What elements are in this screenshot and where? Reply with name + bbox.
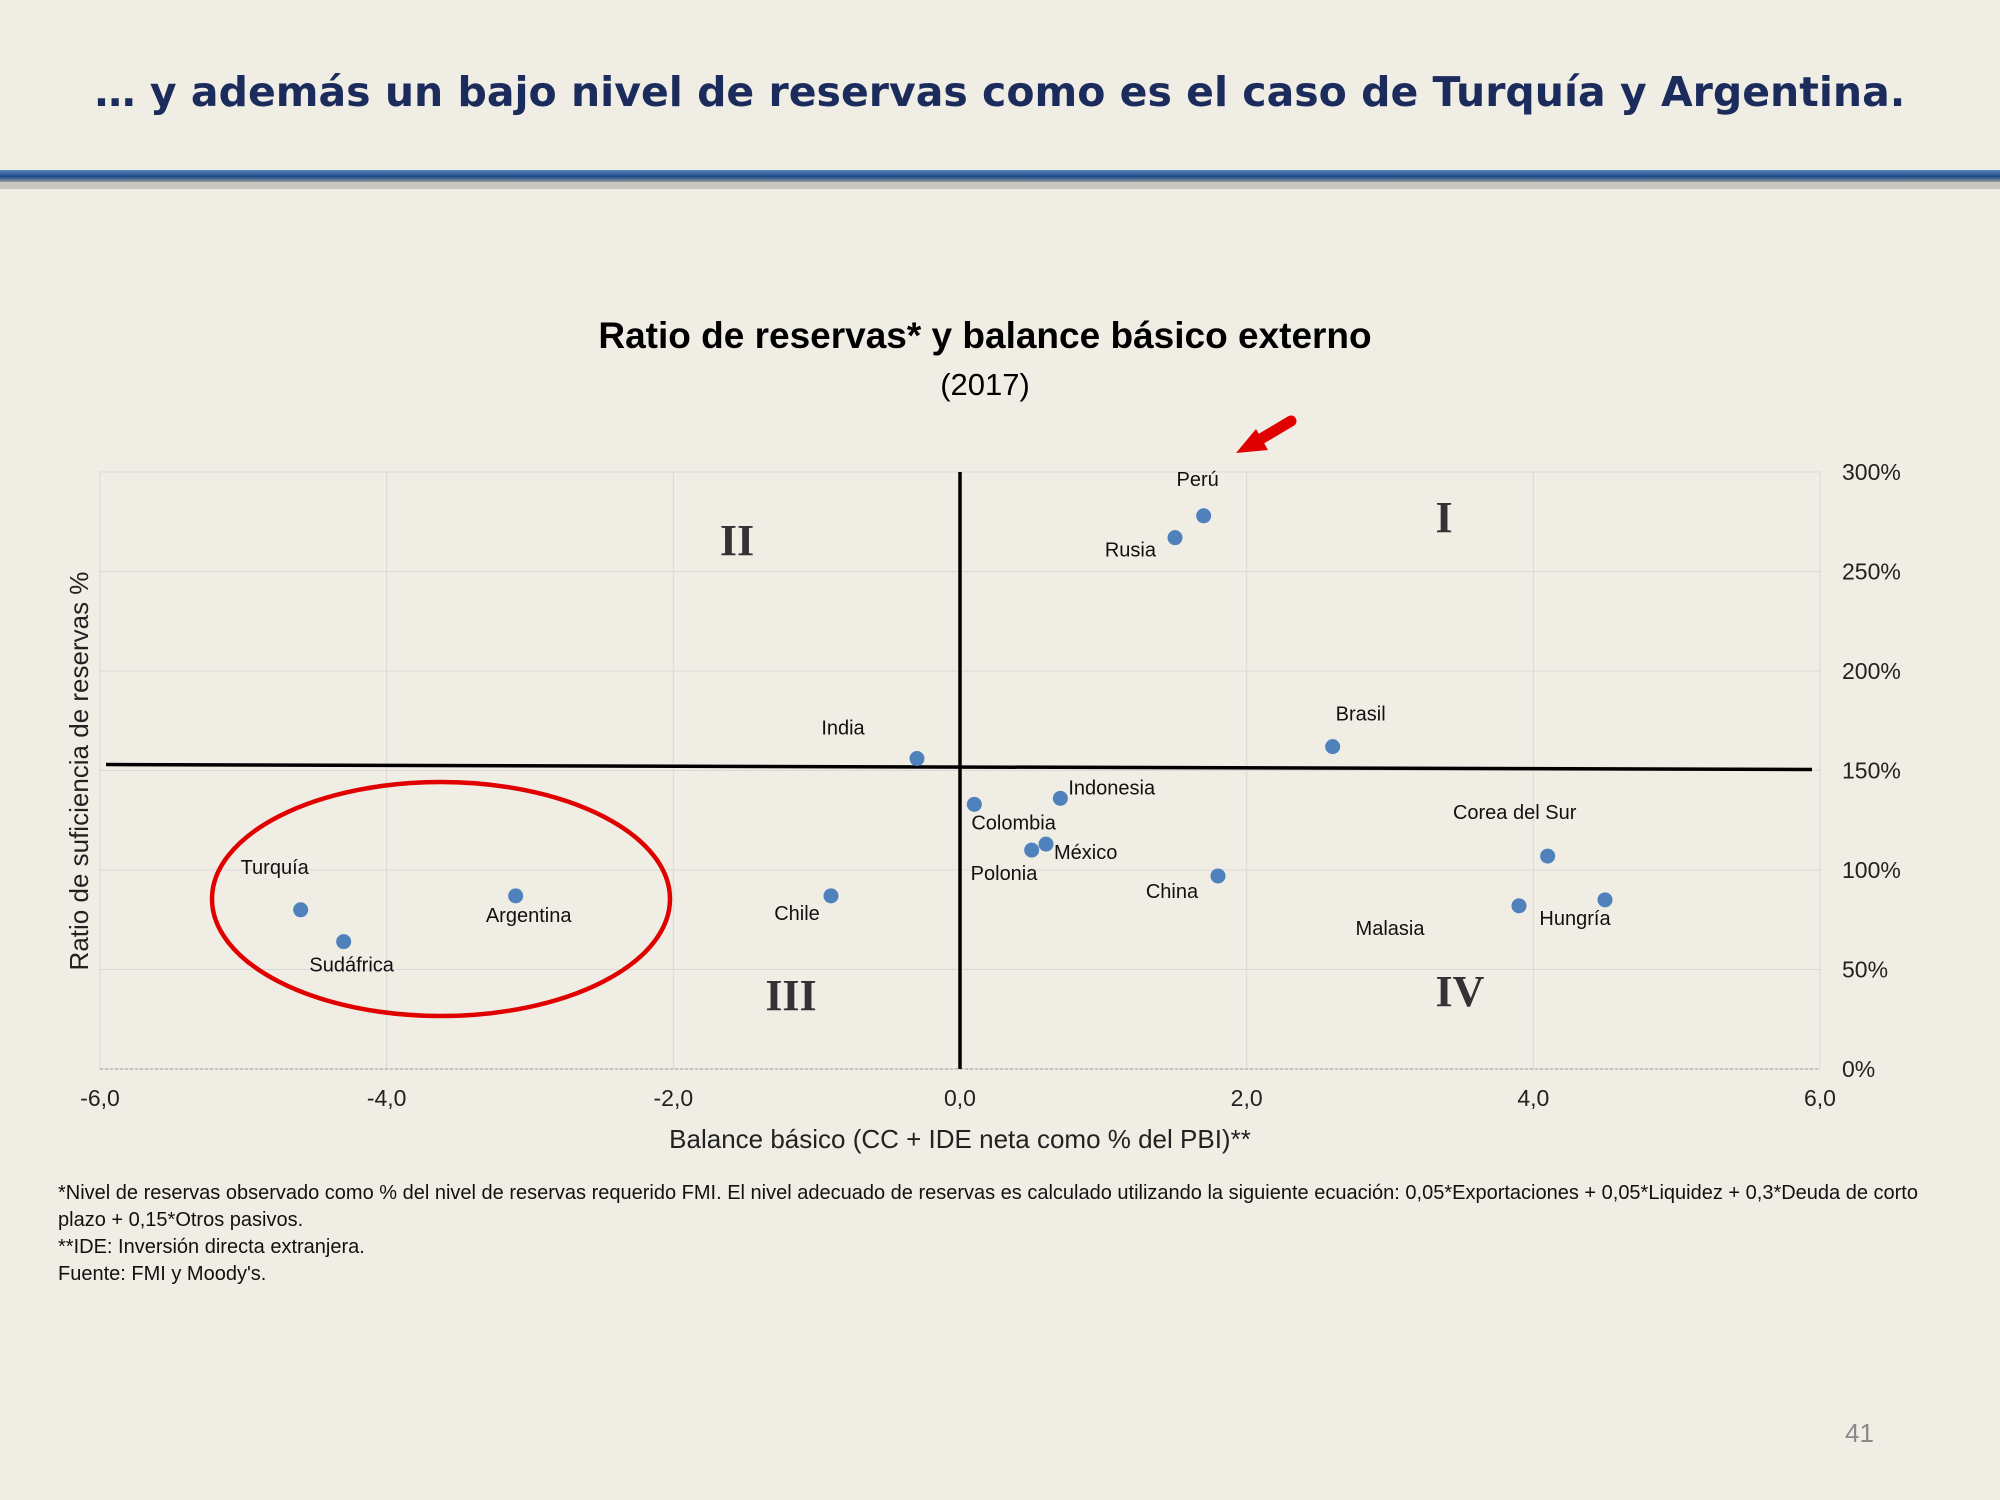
- footnote-reserves: *Nivel de reservas observado como % del …: [58, 1182, 1918, 1231]
- y-tick-label: 200%: [1842, 658, 1901, 684]
- quadrant-label: I: [1435, 493, 1452, 542]
- page-number: 41: [1845, 1418, 1874, 1448]
- x-tick-label: 4,0: [1517, 1085, 1549, 1111]
- x-axis-label: Balance básico (CC + IDE neta como % del…: [669, 1124, 1251, 1154]
- quadrant-label: II: [720, 516, 754, 565]
- title-divider: [0, 170, 2000, 189]
- y-tick-label: 300%: [1842, 459, 1901, 485]
- quadrant-label: III: [765, 971, 816, 1020]
- footnote-ide: **IDE: Inversión directa extranjera.: [58, 1236, 365, 1258]
- point-label: Turquía: [241, 857, 310, 879]
- data-point: [508, 888, 524, 904]
- slide-title: … y además un bajo nivel de reservas com…: [94, 68, 1906, 116]
- data-point: [1210, 868, 1226, 884]
- point-label: México: [1054, 842, 1117, 864]
- point-label: Corea del Sur: [1453, 802, 1577, 824]
- point-label: Brasil: [1336, 704, 1386, 726]
- point-label: Perú: [1177, 469, 1219, 491]
- data-point: [823, 888, 839, 904]
- chart-title: Ratio de reservas* y balance básico exte…: [598, 315, 1371, 356]
- x-tick-label: -4,0: [367, 1085, 407, 1111]
- y-tick-label: 250%: [1842, 559, 1901, 585]
- point-label: Argentina: [486, 905, 572, 927]
- data-point: [1052, 790, 1068, 806]
- data-point: [966, 796, 982, 812]
- data-point: [909, 751, 925, 767]
- scatter-chart: Ratio de reservas* y balance básico exte…: [64, 315, 1901, 1154]
- point-label: India: [821, 718, 865, 740]
- footnote-source: Fuente: FMI y Moody's.: [58, 1263, 267, 1285]
- data-point: [336, 934, 352, 950]
- point-label: Rusia: [1105, 540, 1157, 562]
- data-point: [1540, 848, 1556, 864]
- y-tick-label: 100%: [1842, 857, 1901, 883]
- arrow-head: [1236, 429, 1268, 453]
- point-label: Malasia: [1356, 918, 1426, 940]
- point-label: Sudáfrica: [309, 955, 394, 977]
- y-tick-label: 0%: [1842, 1056, 1875, 1082]
- point-label: Hungría: [1539, 908, 1611, 930]
- highlight-ellipse: [209, 779, 673, 1019]
- x-tick-label: -6,0: [80, 1085, 120, 1111]
- y-tick-label: 50%: [1842, 957, 1888, 983]
- x-tick-label: -2,0: [654, 1085, 694, 1111]
- x-tick-label: 0,0: [944, 1085, 976, 1111]
- point-label: Polonia: [971, 863, 1039, 885]
- data-point: [293, 902, 309, 918]
- data-point: [1167, 530, 1183, 546]
- point-label: Chile: [774, 903, 820, 925]
- chart-subtitle: (2017): [940, 367, 1030, 402]
- x-tick-label: 2,0: [1231, 1085, 1263, 1111]
- point-label: Colombia: [971, 812, 1056, 834]
- point-label: China: [1146, 881, 1199, 903]
- data-point: [1038, 836, 1054, 852]
- quadrant-label: IV: [1436, 967, 1485, 1016]
- y-tick-label: 150%: [1842, 758, 1901, 784]
- data-point: [1196, 508, 1212, 524]
- horizontal-reference-line: [105, 762, 1813, 772]
- y-axis-label: Ratio de suficiencia de reservas %: [64, 572, 94, 971]
- data-point: [1597, 892, 1613, 908]
- data-point: [1511, 898, 1527, 914]
- data-point: [1325, 739, 1341, 755]
- x-tick-label: 6,0: [1804, 1085, 1836, 1111]
- data-point: [1024, 842, 1040, 858]
- point-label: Indonesia: [1068, 777, 1156, 799]
- footnotes: *Nivel de reservas observado como % del …: [58, 1180, 1928, 1288]
